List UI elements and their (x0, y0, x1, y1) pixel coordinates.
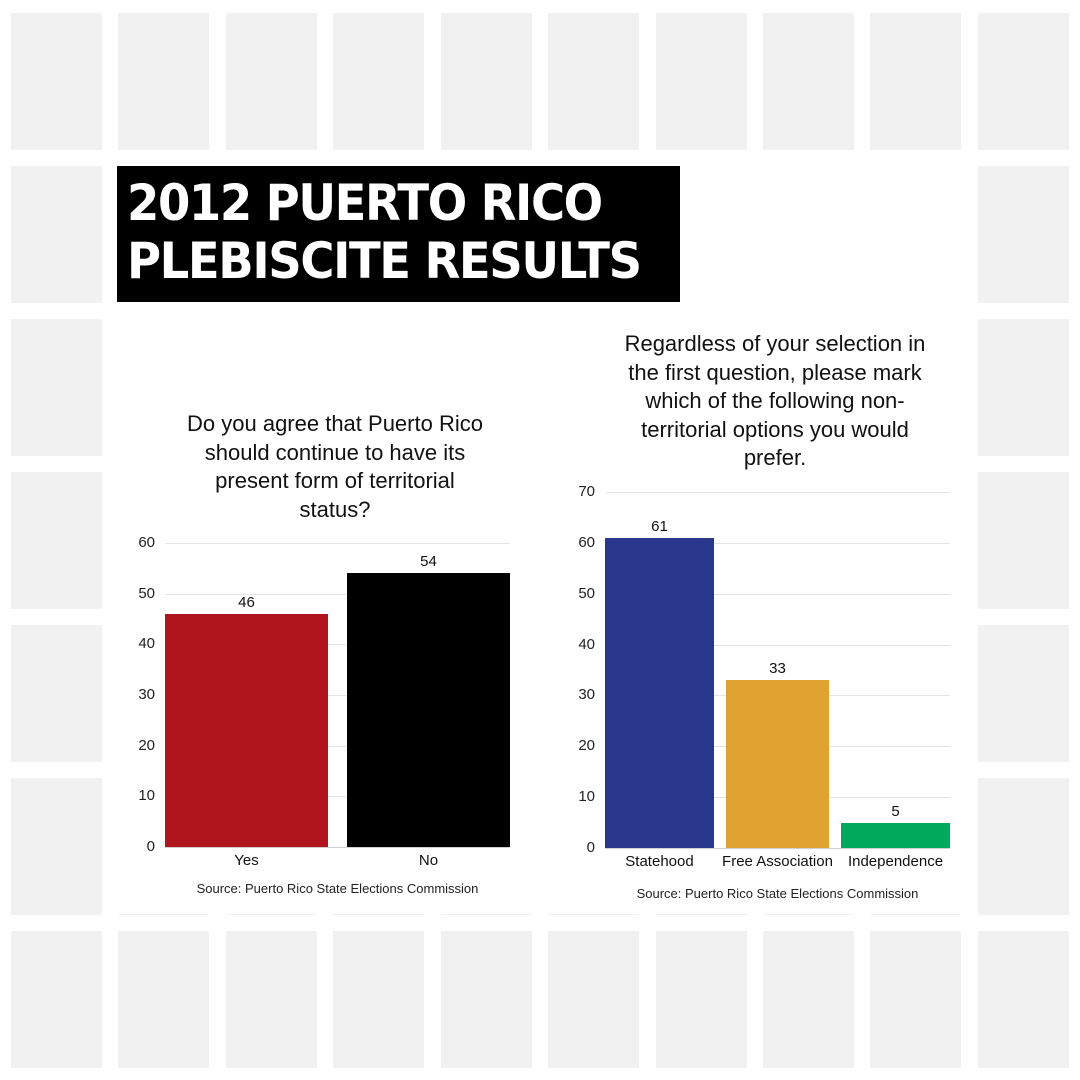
source-note: Source: Puerto Rico State Elections Comm… (636, 886, 919, 901)
background-tile (11, 472, 102, 609)
chart-title-line: prefer. (743, 445, 807, 470)
y-axis-tick-label: 30 (578, 686, 595, 703)
value-label: 33 (769, 660, 786, 677)
background-tile (333, 931, 424, 1068)
gridline (165, 543, 510, 544)
chart-title-line: Do you agree that Puerto Rico (187, 411, 483, 436)
background-tile (11, 13, 102, 150)
x-axis-baseline (605, 848, 950, 849)
x-axis-category-label: No (418, 852, 439, 869)
gridline (605, 645, 950, 646)
chart-title-line: should continue to have its (204, 439, 466, 465)
x-axis-baseline (165, 847, 510, 848)
y-axis-tick-label: 10 (138, 787, 155, 804)
background-tile (441, 13, 532, 150)
background-tile (441, 931, 532, 1068)
background-tile (978, 778, 1069, 915)
chart-title-line: territorial options you would (641, 416, 909, 442)
y-axis-tick-label: 60 (138, 534, 155, 551)
background-tile (978, 319, 1069, 456)
background-tile (978, 625, 1069, 762)
value-label: 46 (238, 594, 255, 611)
background-tile (548, 13, 639, 150)
gridline (165, 796, 510, 797)
background-tile (763, 13, 854, 150)
gridline (165, 695, 510, 696)
background-tile (978, 13, 1069, 150)
background-tile (656, 931, 747, 1068)
background-tile (226, 13, 317, 150)
y-axis-tick-label: 40 (138, 635, 155, 652)
background-tile (870, 13, 961, 150)
y-axis-tick-label: 0 (146, 838, 155, 855)
gridline (165, 746, 510, 747)
y-axis-tick-label: 50 (578, 585, 595, 602)
chart-title-line: which of the following non- (645, 388, 905, 413)
gridline (605, 594, 950, 595)
bar-independence (841, 823, 950, 848)
x-axis-category-label: Yes (234, 852, 259, 869)
chart-title: Do you agree that Puerto Rico should con… (165, 410, 505, 524)
background-tile (548, 931, 639, 1068)
y-axis-tick-label: 70 (578, 483, 595, 500)
value-label: 61 (651, 518, 668, 535)
background-tile (118, 931, 209, 1068)
title-banner: 2012 PUERTO RICO PLEBISCITE RESULTS (117, 166, 680, 302)
y-axis-tick-label: 20 (578, 737, 595, 754)
bar-statehood (605, 538, 714, 848)
chart-title-line: status? (299, 496, 371, 522)
background-tile (11, 778, 102, 915)
background-tile (333, 13, 424, 150)
background-tile (978, 472, 1069, 609)
x-axis-category-label: Free Association (722, 853, 833, 870)
chart-title: Regardless of your selection in the firs… (595, 330, 955, 473)
chart-title-line: present form of territorial (215, 468, 455, 493)
bar-free-association (726, 680, 829, 848)
background-tile (978, 931, 1069, 1068)
background-tile (11, 931, 102, 1068)
background-tile (763, 931, 854, 1068)
y-axis-tick-label: 10 (578, 788, 595, 805)
background-tile (226, 931, 317, 1068)
background-tile (978, 166, 1069, 303)
gridline (605, 543, 950, 544)
y-axis-tick-label: 20 (138, 737, 155, 754)
background-tile (11, 166, 102, 303)
source-note: Source: Puerto Rico State Elections Comm… (196, 881, 479, 896)
y-axis-tick-label: 30 (138, 686, 155, 703)
background-tile (870, 931, 961, 1068)
x-axis-category-label: Statehood (625, 853, 694, 870)
y-axis-tick-label: 40 (578, 636, 595, 653)
bar-no (347, 573, 510, 847)
y-axis-tick-label: 50 (138, 585, 155, 602)
x-axis-category-label: Independence (847, 853, 944, 870)
background-tile (11, 319, 102, 456)
chart-title-line: Regardless of your selection in (624, 331, 926, 356)
y-axis-tick-label: 60 (578, 534, 595, 551)
chart-title-line: the first question, please mark (628, 359, 922, 385)
background-tile (11, 625, 102, 762)
page-title-line-1: 2012 PUERTO RICO (127, 174, 603, 232)
gridline (165, 594, 510, 595)
page-title-line-2: PLEBISCITE RESULTS (127, 232, 642, 290)
background-tile (118, 13, 209, 150)
background-tile (656, 13, 747, 150)
gridline (605, 492, 950, 493)
value-label: 54 (420, 553, 437, 570)
y-axis-tick-label: 0 (586, 839, 595, 856)
value-label: 5 (891, 803, 900, 820)
gridline (165, 644, 510, 645)
bar-yes (165, 614, 328, 847)
